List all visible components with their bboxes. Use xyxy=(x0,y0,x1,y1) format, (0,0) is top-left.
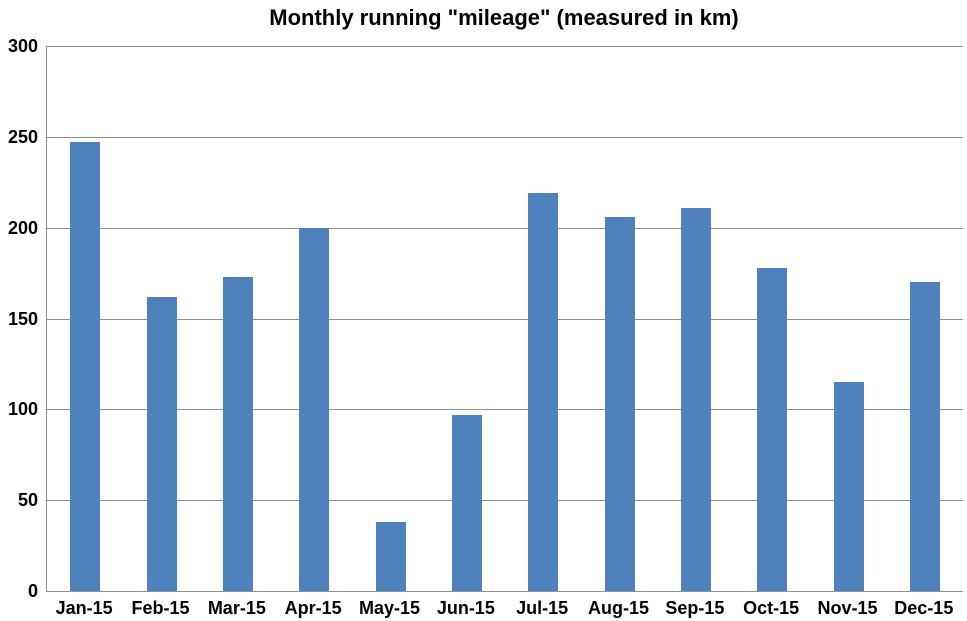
bar-Jun-15 xyxy=(451,414,482,591)
x-tick-label-Apr-15: Apr-15 xyxy=(284,598,342,618)
gridline-250 xyxy=(47,136,963,138)
x-tick-label-Jan-15: Jan-15 xyxy=(55,598,113,618)
bar-Feb-15 xyxy=(146,296,177,591)
bar-Oct-15 xyxy=(757,267,788,591)
bar-Jan-15 xyxy=(70,142,101,591)
bar-Sep-15 xyxy=(680,207,711,591)
x-tick-label-May-15: May-15 xyxy=(358,598,421,618)
y-tick-label-0: 0 xyxy=(27,581,38,601)
y-tick-label-50: 50 xyxy=(17,490,38,511)
x-tick-label-Aug-15: Aug-15 xyxy=(587,598,649,618)
x-tick-label-Jul-15: Jul-15 xyxy=(516,598,569,618)
x-tick-label-Mar-15: Mar-15 xyxy=(207,598,266,618)
y-tick-label-300: 300 xyxy=(7,36,38,56)
y-tick-label-200: 200 xyxy=(7,217,38,238)
y-tick-label-100: 100 xyxy=(7,399,38,420)
gridline-100 xyxy=(47,409,963,411)
x-tick-label-Sep-15: Sep-15 xyxy=(665,598,725,618)
x-tick-label-Dec-15: Dec-15 xyxy=(894,598,954,618)
bar-Apr-15 xyxy=(299,227,330,591)
x-tick-label-Nov-15: Nov-15 xyxy=(817,598,878,618)
bar-May-15 xyxy=(375,521,406,591)
bar-Jul-15 xyxy=(528,193,559,591)
bar-Mar-15 xyxy=(222,276,253,591)
gridline-50 xyxy=(47,500,963,502)
gridline-150 xyxy=(47,318,963,320)
plot-area xyxy=(46,46,963,592)
x-tick-label-Jun-15: Jun-15 xyxy=(436,598,495,618)
gridline-200 xyxy=(47,227,963,229)
x-tick-label-Oct-15: Oct-15 xyxy=(743,598,800,618)
y-tick-label-250: 250 xyxy=(7,126,38,147)
bar-Nov-15 xyxy=(833,382,864,591)
bar-Aug-15 xyxy=(604,216,635,591)
gridline-300 xyxy=(47,46,963,47)
chart-title: Monthly running "mileage" (measured in k… xyxy=(269,5,739,30)
bar-Dec-15 xyxy=(909,282,940,591)
x-tick-label-Feb-15: Feb-15 xyxy=(131,598,190,618)
y-tick-label-150: 150 xyxy=(7,308,38,329)
